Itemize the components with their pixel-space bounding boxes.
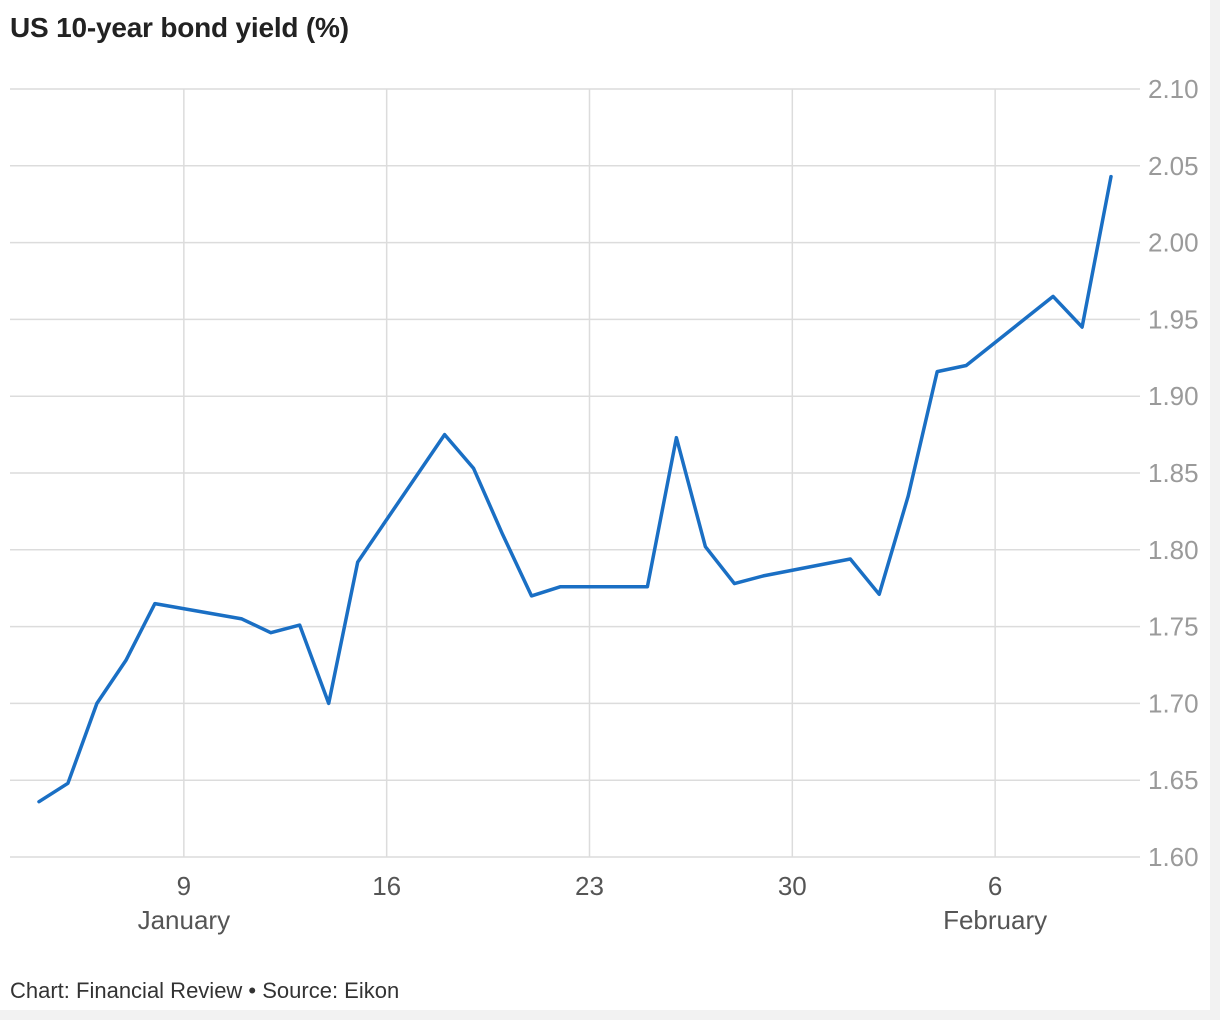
y-tick-label: 1.85 <box>1148 458 1199 488</box>
x-tick-label: 16 <box>372 871 401 901</box>
x-tick-label: 23 <box>575 871 604 901</box>
chart-title: US 10-year bond yield (%) <box>10 12 349 43</box>
x-tick-label: 9 <box>177 871 191 901</box>
y-tick-label: 1.75 <box>1148 612 1199 642</box>
y-tick-label: 2.05 <box>1148 151 1199 181</box>
y-tick-label: 2.00 <box>1148 228 1199 258</box>
y-axis-ticks: 1.60 1.65 1.70 1.75 1.80 1.85 1.90 1.95 2.00 2.05… <box>1148 74 1199 872</box>
y-tick-label: 1.90 <box>1148 381 1199 411</box>
y-tick-label: 1.95 <box>1148 304 1199 334</box>
x-axis-ticks: 9 January 16 23 30 6 February <box>138 871 1048 935</box>
y-tick-label: 1.65 <box>1148 765 1199 795</box>
x-month-label: January <box>138 905 231 935</box>
y-tick-label: 2.10 <box>1148 74 1199 104</box>
chart-source-footer: Chart: Financial Review • Source: Eikon <box>10 978 400 1003</box>
y-tick-label: 1.60 <box>1148 842 1199 872</box>
x-tick-label: 6 <box>988 871 1002 901</box>
x-tick-label: 30 <box>778 871 807 901</box>
x-month-label: February <box>943 905 1047 935</box>
series-line <box>37 174 1113 804</box>
y-tick-label: 1.70 <box>1148 688 1199 718</box>
y-tick-label: 1.80 <box>1148 535 1199 565</box>
gridlines <box>10 88 1140 858</box>
